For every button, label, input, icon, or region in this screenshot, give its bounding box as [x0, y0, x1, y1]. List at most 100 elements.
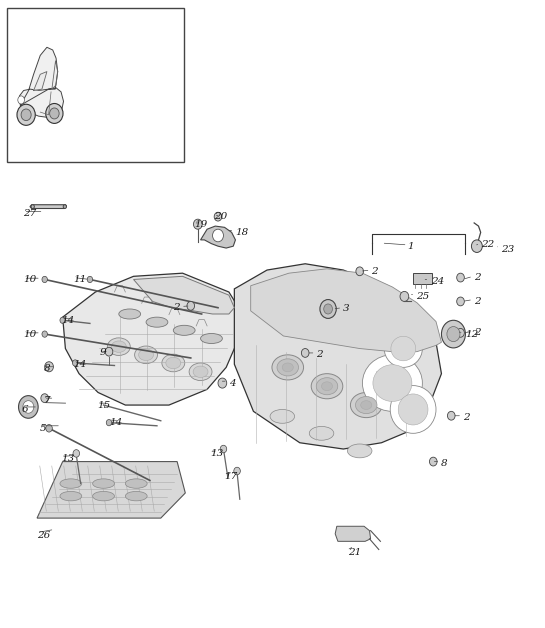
Text: 10: 10 — [23, 330, 37, 338]
Circle shape — [41, 394, 49, 403]
Ellipse shape — [322, 382, 332, 391]
Ellipse shape — [373, 365, 412, 401]
Circle shape — [17, 104, 35, 126]
Text: 11: 11 — [74, 275, 87, 284]
Polygon shape — [20, 47, 64, 117]
Circle shape — [46, 104, 63, 124]
Ellipse shape — [390, 386, 436, 433]
Polygon shape — [34, 72, 47, 90]
Ellipse shape — [391, 337, 416, 360]
Text: 14: 14 — [61, 316, 74, 325]
Circle shape — [87, 276, 93, 283]
Ellipse shape — [18, 96, 25, 104]
Circle shape — [471, 240, 482, 252]
Circle shape — [220, 445, 227, 453]
Ellipse shape — [107, 338, 130, 355]
Circle shape — [60, 317, 65, 323]
Circle shape — [193, 219, 202, 229]
Circle shape — [106, 420, 112, 426]
Circle shape — [400, 291, 409, 301]
Circle shape — [42, 331, 47, 337]
Ellipse shape — [361, 401, 372, 409]
Ellipse shape — [384, 330, 422, 367]
Ellipse shape — [316, 377, 338, 395]
Circle shape — [19, 396, 38, 418]
Text: 14: 14 — [109, 418, 122, 427]
Text: 26: 26 — [37, 531, 50, 539]
Text: 15: 15 — [97, 401, 110, 409]
Circle shape — [105, 347, 113, 356]
Ellipse shape — [125, 479, 147, 489]
Bar — [413, 273, 432, 284]
Ellipse shape — [60, 479, 82, 489]
Circle shape — [21, 109, 31, 121]
Ellipse shape — [135, 346, 158, 364]
Ellipse shape — [111, 341, 126, 352]
Ellipse shape — [350, 392, 382, 418]
Text: 14: 14 — [74, 360, 87, 369]
Text: 13: 13 — [62, 454, 75, 463]
Polygon shape — [251, 269, 441, 352]
Ellipse shape — [277, 359, 299, 376]
Ellipse shape — [166, 357, 181, 369]
Text: 8: 8 — [440, 459, 447, 468]
Ellipse shape — [201, 333, 222, 344]
Ellipse shape — [93, 479, 114, 489]
Circle shape — [457, 273, 464, 282]
Circle shape — [457, 297, 464, 306]
Circle shape — [73, 450, 80, 457]
Ellipse shape — [60, 491, 82, 501]
Text: 3: 3 — [343, 305, 350, 313]
Polygon shape — [37, 462, 185, 518]
Circle shape — [50, 108, 59, 119]
Text: 13: 13 — [210, 449, 223, 458]
Circle shape — [218, 378, 227, 388]
Polygon shape — [335, 526, 371, 541]
Ellipse shape — [270, 409, 294, 423]
Text: 27: 27 — [23, 209, 37, 218]
Circle shape — [234, 467, 240, 475]
Text: 2: 2 — [474, 328, 481, 337]
Circle shape — [320, 300, 336, 318]
Text: 10: 10 — [23, 275, 37, 284]
Circle shape — [447, 411, 455, 420]
Ellipse shape — [31, 205, 34, 208]
Ellipse shape — [311, 374, 343, 399]
Text: 2: 2 — [474, 273, 481, 282]
Text: 4: 4 — [229, 379, 235, 387]
Ellipse shape — [355, 396, 377, 414]
Text: 17: 17 — [225, 472, 238, 480]
Circle shape — [45, 362, 53, 372]
Text: 23: 23 — [501, 245, 514, 254]
Ellipse shape — [398, 394, 428, 425]
Circle shape — [23, 401, 34, 413]
Circle shape — [213, 229, 223, 242]
Circle shape — [429, 457, 437, 466]
Polygon shape — [134, 276, 234, 314]
Text: 2: 2 — [474, 297, 481, 306]
Text: 5: 5 — [40, 424, 46, 433]
Text: 2: 2 — [463, 413, 470, 422]
Ellipse shape — [193, 366, 208, 377]
Circle shape — [42, 276, 47, 283]
Text: 18: 18 — [235, 228, 249, 237]
Text: 21: 21 — [348, 548, 361, 557]
Text: 25: 25 — [416, 292, 429, 301]
Circle shape — [214, 212, 222, 221]
Ellipse shape — [282, 363, 293, 372]
Text: 1: 1 — [408, 242, 414, 251]
Text: 2: 2 — [173, 303, 180, 312]
Ellipse shape — [272, 355, 304, 380]
Circle shape — [324, 304, 332, 314]
Text: 12: 12 — [465, 330, 478, 338]
Text: 19: 19 — [194, 220, 207, 229]
Polygon shape — [201, 226, 235, 248]
Text: 2: 2 — [371, 268, 377, 276]
Ellipse shape — [63, 205, 66, 208]
Circle shape — [72, 360, 78, 366]
Ellipse shape — [348, 444, 372, 458]
Circle shape — [356, 267, 364, 276]
Circle shape — [441, 320, 465, 348]
Circle shape — [447, 327, 460, 342]
Ellipse shape — [173, 325, 195, 335]
